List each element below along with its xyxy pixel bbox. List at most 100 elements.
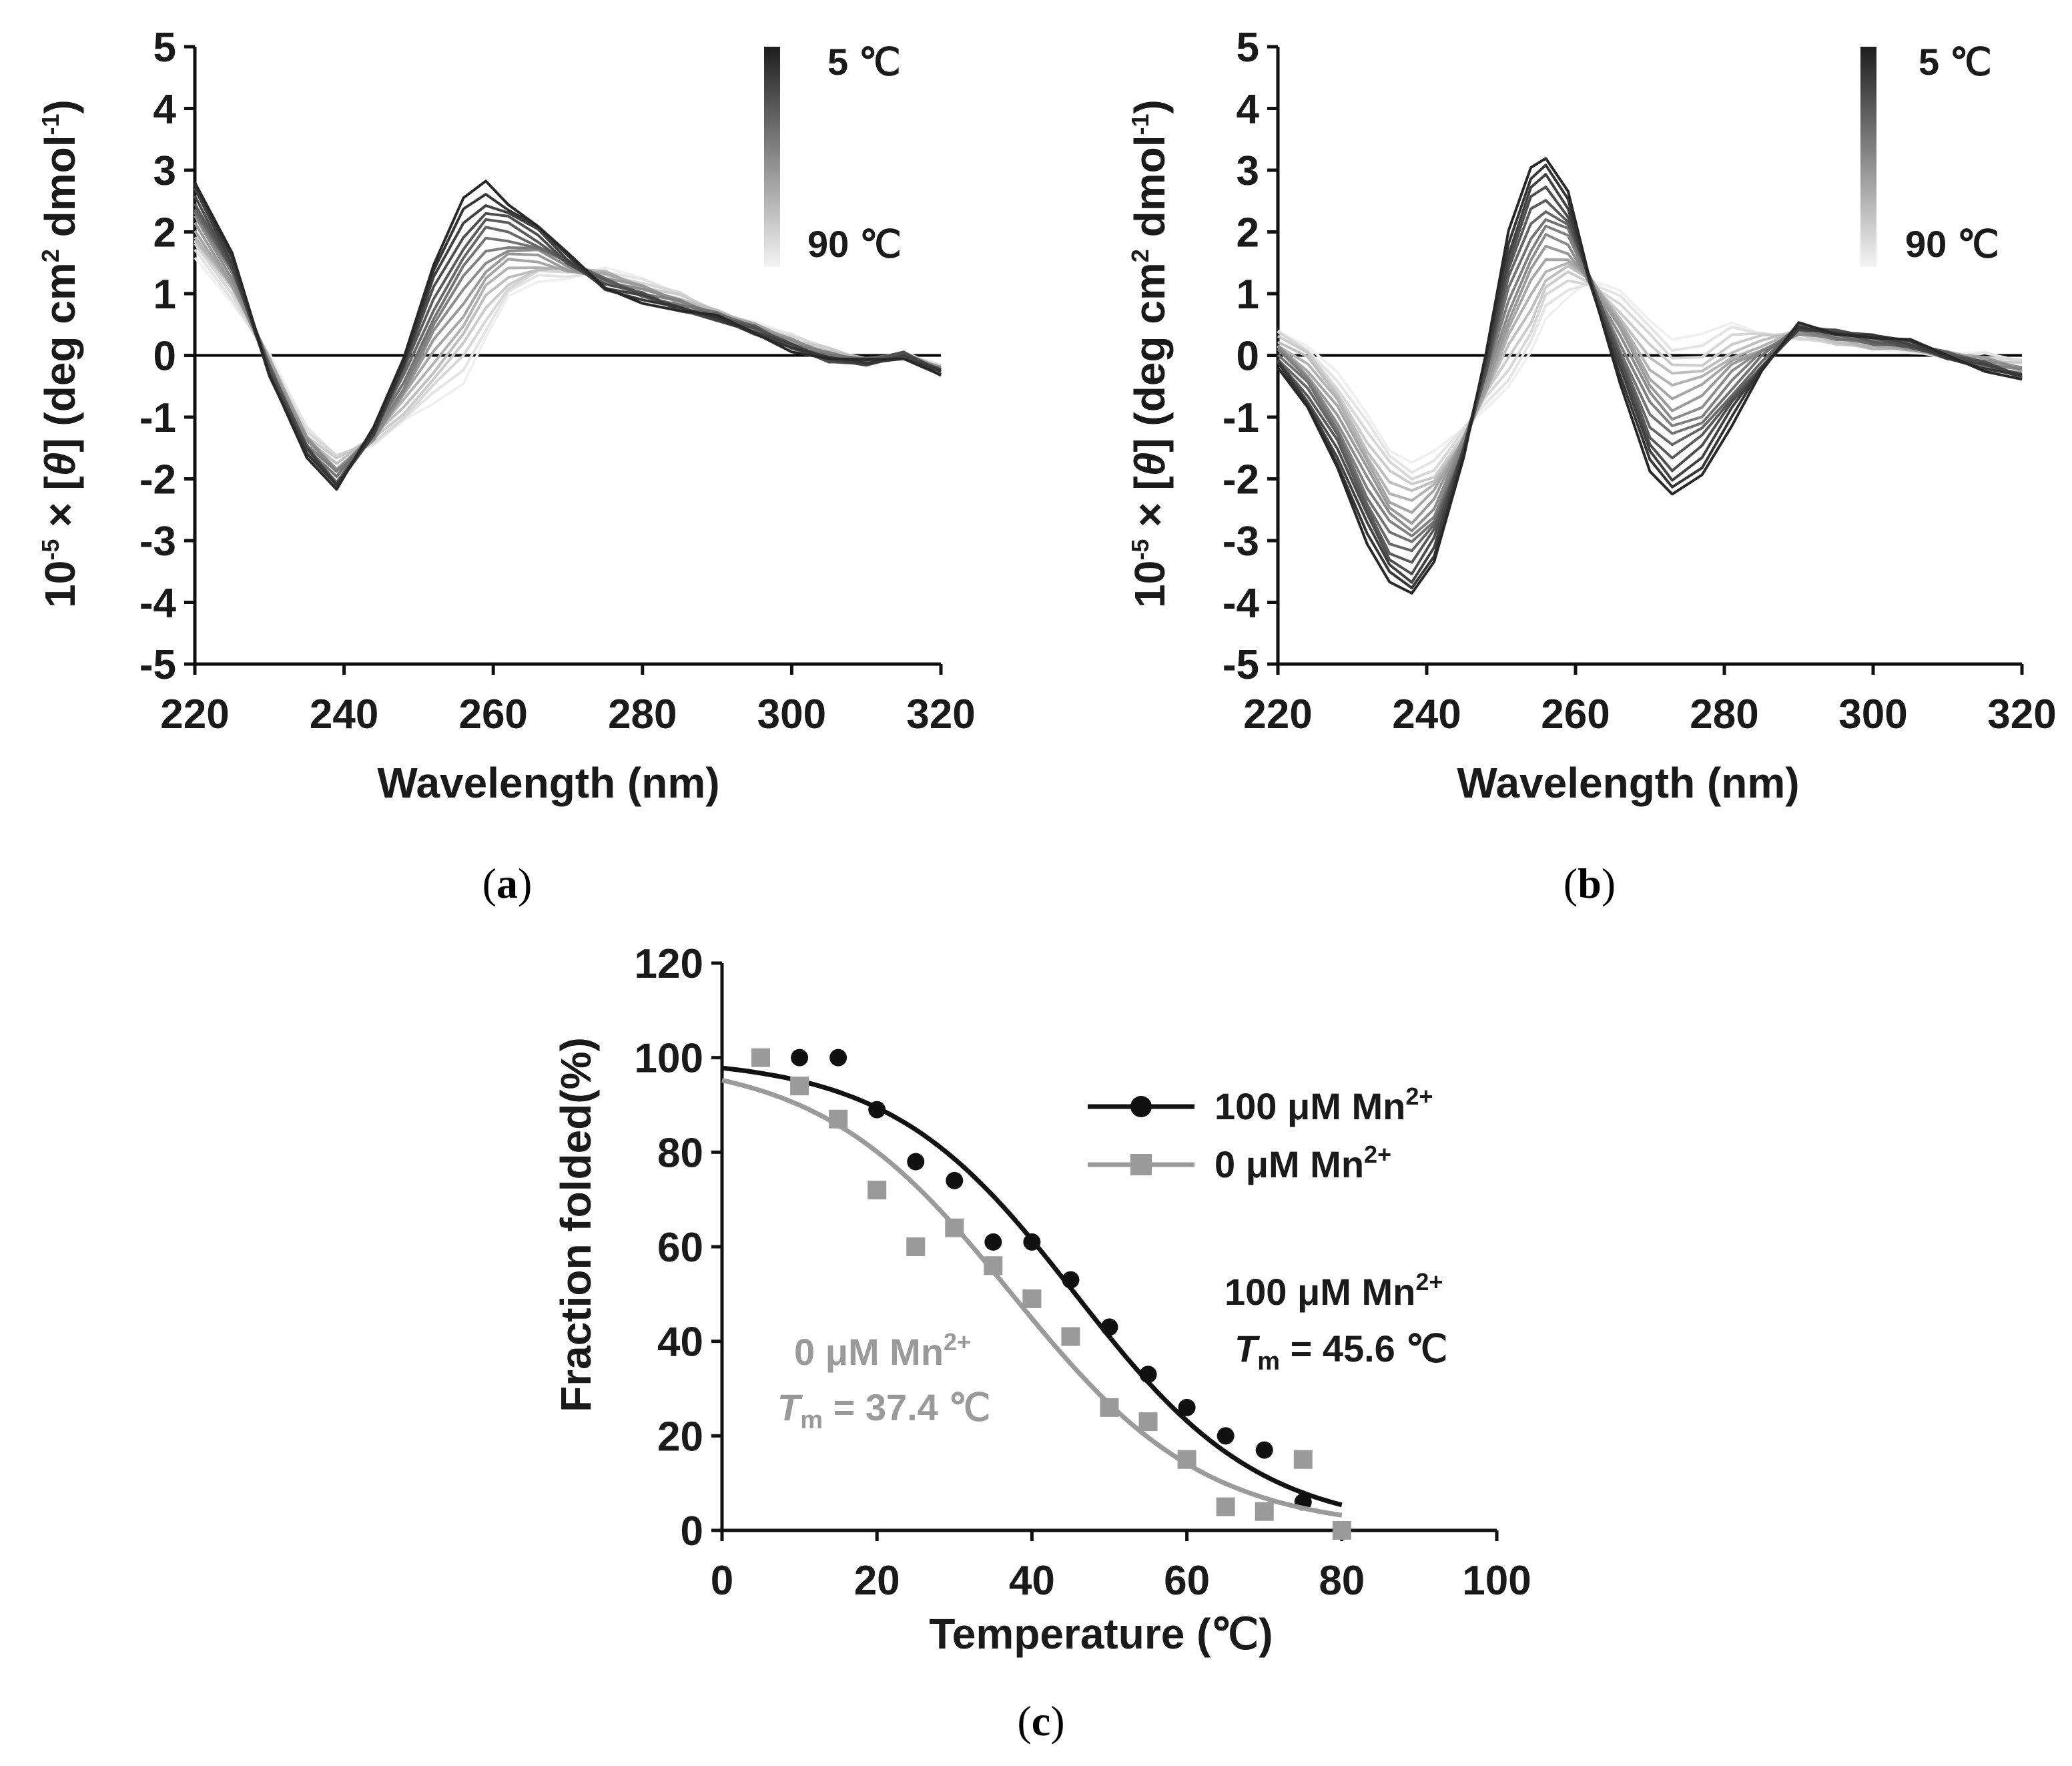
y-tick-label: -1 — [1223, 395, 1259, 441]
panel-a-colorbar — [764, 47, 780, 267]
x-tick-label: 220 — [1243, 691, 1312, 738]
panel-c-axes: 120 100 80 60 40 20 00 20 40 60 80 100 — [635, 941, 1531, 1604]
data-point-100 — [1255, 1441, 1273, 1459]
data-point-0 — [1216, 1497, 1235, 1516]
legend-label-0: 0 μM Mn2+ — [1215, 1141, 1391, 1185]
x-tick-label: 240 — [310, 691, 378, 738]
y-tick-label: 4 — [153, 87, 177, 133]
x-tick-label: 20 — [854, 1558, 900, 1604]
y-tick-label: 100 — [635, 1036, 703, 1082]
x-tick-label: 40 — [1009, 1558, 1055, 1604]
cd-spectrum-line — [1277, 157, 2023, 595]
panel-c: 120 100 80 60 40 20 00 20 40 60 80 100 Fraction fol… — [552, 941, 1531, 1745]
y-tick-label: -2 — [1223, 457, 1259, 503]
panel-b-xlabel: Wavelength (nm) — [1457, 759, 1799, 807]
y-tick-label: -3 — [1223, 519, 1259, 565]
data-point-100 — [1062, 1271, 1080, 1289]
x-tick-label: 0 — [711, 1558, 733, 1604]
cd-spectrum-line — [1277, 224, 2023, 538]
panel-a-xlabel: Wavelength (nm) — [377, 759, 719, 807]
y-tick-label: -3 — [139, 519, 176, 565]
data-point-0 — [1332, 1521, 1351, 1540]
cd-spectrum-line — [194, 215, 942, 471]
data-point-0 — [1100, 1398, 1119, 1417]
panel-b-colorbar-bottom-label: 90 ℃ — [1905, 223, 1999, 265]
data-point-0 — [829, 1109, 848, 1129]
data-point-0 — [790, 1077, 809, 1096]
y-tick-label: -5 — [1223, 642, 1259, 688]
data-point-100 — [1023, 1233, 1041, 1251]
x-tick-label: 60 — [1164, 1558, 1210, 1604]
panel-c-annotation-100: 100 μM Mn2+ Tm = 45.6 ℃ — [1225, 1268, 1447, 1376]
data-point-0 — [1293, 1450, 1313, 1469]
data-point-0 — [906, 1237, 926, 1256]
panel-a-colorbar-bottom-label: 90 ℃ — [807, 223, 902, 265]
y-tick-label: 80 — [657, 1130, 703, 1176]
y-tick-label: -4 — [139, 581, 177, 627]
x-tick-label: 280 — [608, 691, 677, 738]
y-tick-label: 20 — [657, 1414, 703, 1460]
y-tick-label: 1 — [153, 272, 176, 318]
data-point-100 — [829, 1049, 847, 1067]
panel-a-caption: (a) — [482, 860, 533, 907]
y-tick-label: 5 — [153, 25, 176, 71]
x-tick-label: 300 — [757, 691, 826, 738]
y-tick-label: -5 — [139, 642, 176, 688]
data-point-100 — [1139, 1366, 1157, 1384]
panel-c-caption: (c) — [1017, 1697, 1064, 1745]
data-point-100 — [1217, 1427, 1235, 1445]
panel-b-colorbar — [1860, 47, 1876, 267]
x-tick-label: 220 — [160, 691, 229, 738]
cd-spectrum-line — [194, 180, 942, 491]
panel-b-ylabel: 10-5 × [θ] (deg cm2 dmol-1) — [1126, 99, 1174, 608]
panel-a-ylabel: 10-5 × [θ] (deg cm2 dmol-1) — [36, 99, 84, 608]
data-point-0 — [1255, 1502, 1274, 1521]
data-point-0 — [984, 1256, 1003, 1275]
cd-spectrum-line — [1277, 233, 2023, 533]
data-point-0 — [945, 1218, 964, 1237]
data-point-100 — [1100, 1318, 1118, 1336]
y-tick-label: 1 — [1237, 272, 1259, 318]
data-point-100 — [1178, 1398, 1196, 1416]
cd-spectrum-line — [194, 188, 942, 486]
data-point-100 — [868, 1101, 886, 1119]
panel-b-colorbar-top-label: 5 ℃ — [1919, 41, 1992, 83]
data-point-100 — [791, 1049, 809, 1067]
y-tick-label: 40 — [657, 1319, 703, 1366]
y-tick-label: 3 — [1237, 148, 1259, 194]
x-tick-label: 320 — [1987, 691, 2056, 738]
legend-marker-100 — [1130, 1096, 1152, 1117]
data-point-0 — [751, 1048, 771, 1067]
panel-c-legend: 100 μM Mn2+ 0 μM Mn2+ — [1088, 1083, 1433, 1185]
data-point-100 — [907, 1153, 925, 1171]
panel-a-colorbar-top-label: 5 ℃ — [827, 41, 901, 83]
x-tick-label: 300 — [1838, 691, 1907, 738]
y-tick-label: 60 — [657, 1225, 703, 1271]
y-tick-label: 0 — [153, 334, 176, 380]
y-tick-label: 0 — [681, 1508, 703, 1554]
data-point-0 — [1138, 1412, 1158, 1432]
data-point-0 — [1022, 1289, 1042, 1308]
legend-marker-0 — [1130, 1154, 1152, 1175]
panel-b-caption: (b) — [1564, 860, 1616, 907]
x-tick-label: 80 — [1319, 1558, 1365, 1604]
x-tick-label: 260 — [1541, 691, 1610, 738]
panel-b-series — [1277, 157, 2023, 595]
panel-c-annotation-0: 0 μM Mn2+ Tm = 37.4 ℃ — [777, 1328, 990, 1434]
annotation-0-line1: 0 μM Mn2+ — [794, 1328, 971, 1373]
x-tick-label: 100 — [1462, 1558, 1531, 1604]
fit-curve-0 — [721, 1078, 1343, 1518]
panel-c-ylabel: Fraction folded(%) — [552, 1037, 600, 1412]
annotation-0-tm: Tm = 37.4 ℃ — [777, 1386, 990, 1434]
x-tick-label: 260 — [458, 691, 527, 738]
y-tick-label: 0 — [1237, 334, 1259, 380]
cd-spectrum-line — [1277, 261, 2023, 502]
y-tick-label: -2 — [139, 457, 176, 503]
x-tick-label: 320 — [906, 691, 975, 738]
data-point-0 — [1177, 1450, 1196, 1469]
